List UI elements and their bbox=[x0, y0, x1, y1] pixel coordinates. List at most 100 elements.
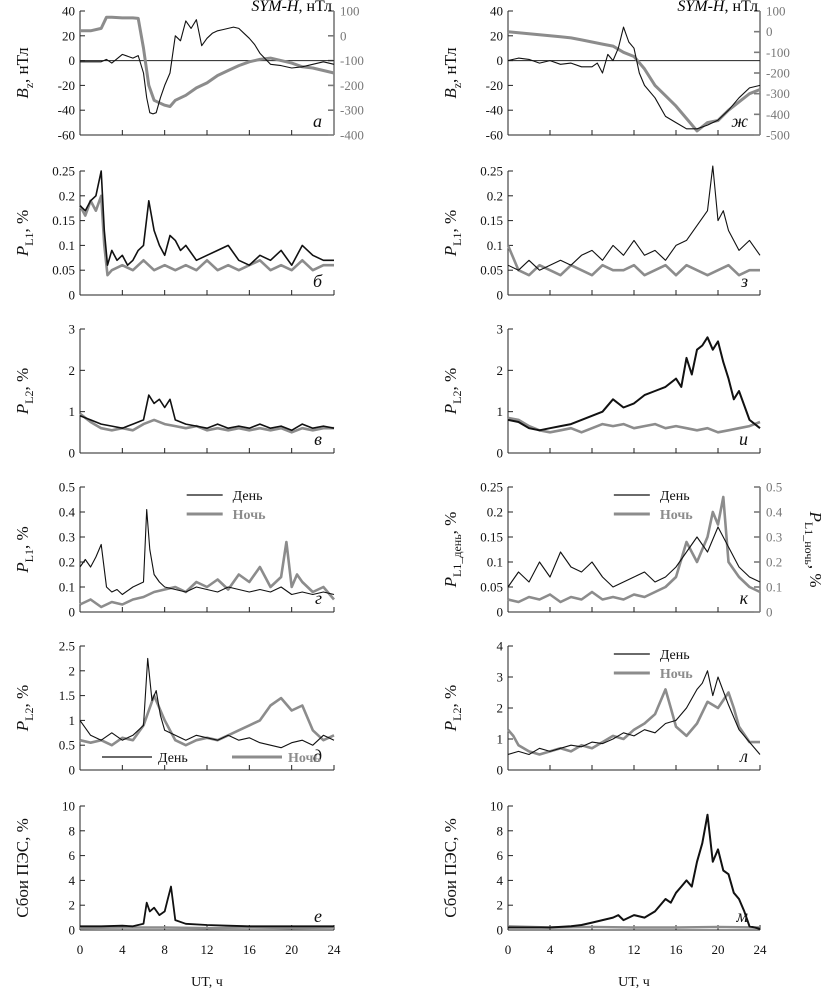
y-tick-label: 0 bbox=[69, 53, 76, 68]
panel-letter: г bbox=[315, 588, 322, 608]
y-tick-label: 0.5 bbox=[59, 480, 75, 495]
x-tick-label: 4 bbox=[119, 942, 126, 957]
y-axis-label: PL1, % bbox=[13, 210, 36, 257]
y-axis-label: PL2, % bbox=[441, 368, 464, 415]
title-italic: SYM-H bbox=[251, 0, 300, 15]
y-tick-label: 2 bbox=[497, 363, 504, 378]
y-tick-label: -60 bbox=[58, 128, 75, 143]
x-tick-label: 12 bbox=[201, 942, 214, 957]
ylabel-main: B bbox=[441, 88, 460, 99]
ylabel-sub: L2 bbox=[450, 707, 464, 720]
x-axis-label: UT, ч bbox=[618, 975, 650, 990]
y-axis-label: PL1, % bbox=[13, 526, 36, 573]
ylabel-tail: , нТл bbox=[441, 47, 460, 83]
y2-tick-label: -400 bbox=[766, 107, 790, 122]
y-tick-label: 40 bbox=[490, 4, 503, 19]
series-night-line bbox=[79, 540, 335, 609]
x-axis-label: UT, ч bbox=[191, 975, 223, 990]
ylabel-tail: , % bbox=[441, 210, 460, 233]
y-tick-label: 0.25 bbox=[480, 164, 503, 179]
panel-z: 0 0.05 0.1 0.15 0.2 0.25 з PL1, % bbox=[441, 164, 761, 303]
y-tick-label: 1.5 bbox=[59, 688, 75, 703]
y-tick-label: 0.05 bbox=[480, 263, 503, 278]
y-tick-label: 0.1 bbox=[487, 238, 503, 253]
ylabel-main: B bbox=[13, 88, 32, 99]
panel-title: SYM-H, нТл bbox=[251, 0, 332, 15]
panel-k: 00.050.10.150.20.2500.10.20.30.40.5кPL1_… bbox=[441, 480, 825, 620]
y2-tick-label: -100 bbox=[766, 45, 790, 60]
y-tick-label: 2.5 bbox=[59, 639, 75, 654]
x-tick-label: 12 bbox=[628, 942, 641, 957]
y-axis-label: PL1_день, % bbox=[441, 512, 464, 589]
title-italic: SYM-H bbox=[677, 0, 726, 15]
y-tick-label: 4 bbox=[69, 873, 76, 888]
panel-v: 0 1 2 3 в PL2, % bbox=[13, 322, 335, 461]
y-tick-label: 0 bbox=[69, 605, 76, 620]
ylabel-sub: L1 bbox=[22, 549, 36, 562]
series-night-line bbox=[79, 412, 334, 434]
series-day-line bbox=[79, 508, 335, 596]
panel-g: 0 0.1 0.2 0.3 0.4 0.5 г PL1, % День Ночь bbox=[13, 480, 335, 620]
y2-tick-label: 0.2 bbox=[766, 555, 782, 570]
y-axis-label: PL1, % bbox=[441, 210, 464, 257]
ylabel-sub: L1 bbox=[22, 232, 36, 245]
ylabel-tail: , % bbox=[13, 526, 32, 549]
ylabel-main: P bbox=[441, 577, 460, 588]
y-tick-label: 20 bbox=[62, 28, 75, 43]
title-tail: , нТл bbox=[298, 0, 332, 15]
ylabel-main: P bbox=[13, 562, 32, 573]
y-tick-label: -20 bbox=[58, 78, 75, 93]
ylabel-tail: , % bbox=[441, 512, 460, 535]
ylabel-tail: , % bbox=[441, 685, 460, 708]
y-tick-label: 0 bbox=[497, 605, 504, 620]
y2-tick-label: 0.1 bbox=[766, 580, 782, 595]
panel-title: SYM-H, нТл bbox=[677, 0, 758, 15]
x-tick-label: 0 bbox=[505, 942, 512, 957]
x-tick-label: 20 bbox=[285, 942, 298, 957]
y-tick-label: 0.2 bbox=[487, 505, 503, 520]
legend-label-day: День bbox=[233, 489, 263, 504]
series-night-line bbox=[507, 495, 761, 604]
y-tick-label: 0.5 bbox=[59, 738, 75, 753]
legend-label-day: День bbox=[158, 751, 188, 766]
y2-tick-label: -200 bbox=[340, 78, 364, 93]
y-axis-label: Bz, нТл bbox=[441, 47, 464, 99]
y-tick-label: 2 bbox=[497, 898, 504, 913]
y-tick-label: 20 bbox=[490, 28, 503, 43]
panel-letter: б bbox=[313, 271, 323, 291]
y-tick-label: 1 bbox=[69, 713, 76, 728]
y2-tick-label: -100 bbox=[340, 53, 364, 68]
y-tick-label: 8 bbox=[69, 823, 76, 838]
ylabel-sub: L1_день bbox=[450, 534, 464, 577]
x-tick-label: 4 bbox=[547, 942, 554, 957]
series-day-line bbox=[508, 813, 761, 930]
y-tick-label: 0 bbox=[69, 288, 76, 303]
y-tick-label: 40 bbox=[62, 4, 75, 19]
series-day-line bbox=[507, 336, 761, 432]
x-tick-label: 8 bbox=[161, 942, 168, 957]
panel-letter: з bbox=[740, 271, 748, 291]
y-tick-label: 0.15 bbox=[480, 530, 503, 545]
panel-l: 0 1 2 3 4 л PL2, % День Ночь bbox=[441, 639, 761, 778]
y-tick-label: 0 bbox=[69, 446, 76, 461]
y-tick-label: 0.25 bbox=[480, 480, 503, 495]
y2-tick-label: 0.5 bbox=[766, 480, 782, 495]
y-tick-label: 8 bbox=[497, 823, 504, 838]
series-day-line bbox=[79, 657, 335, 749]
y-tick-label: -40 bbox=[58, 103, 75, 118]
ylabel-tail: , % bbox=[13, 685, 32, 708]
x-tick-label: 24 bbox=[328, 942, 342, 957]
x-tick-label: 24 bbox=[754, 942, 768, 957]
y-tick-label: 0.25 bbox=[52, 164, 75, 179]
y-tick-label: 4 bbox=[497, 873, 504, 888]
ylabel-sub: L1 bbox=[450, 232, 464, 245]
y-tick-label: 0.2 bbox=[59, 188, 75, 203]
ylabel-tail: , % bbox=[441, 368, 460, 391]
y-tick-label: 2 bbox=[69, 898, 76, 913]
y-tick-label: 0.1 bbox=[59, 238, 75, 253]
ylabel-main: P bbox=[441, 721, 460, 732]
ylabel-tail: , % bbox=[13, 210, 32, 233]
y-tick-label: -20 bbox=[486, 78, 503, 93]
